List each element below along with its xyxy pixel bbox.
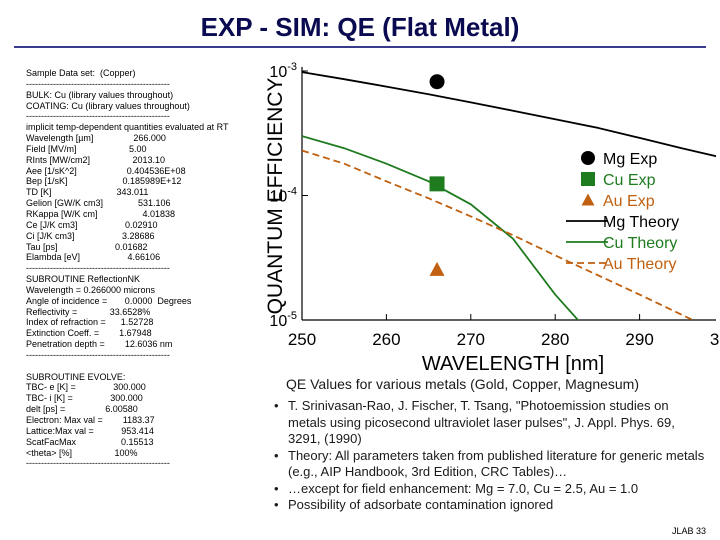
legend-label: Au Theory xyxy=(603,256,677,273)
legend-symbol-mg-exp xyxy=(581,151,595,165)
data-line: Lattice:Max val = 953.414 xyxy=(26,425,154,436)
data-line: delt [ps] = 6.00580 xyxy=(26,404,138,415)
data-line: Wavelength = 0.266000 microns xyxy=(26,284,155,295)
data-line: implicit temp-dependent quantities evalu… xyxy=(26,122,229,133)
data-line: Ci [J/K cm3] 3.28686 xyxy=(26,230,155,241)
data-line: SUBROUTINE EVOLVE: xyxy=(26,371,126,382)
data-line: SUBROUTINE ReflectionNK xyxy=(26,274,141,285)
data-line: RInts [MW/cm2] 2013.10 xyxy=(26,154,166,165)
slide-title: EXP - SIM: QE (Flat Metal) xyxy=(200,12,520,42)
legend-label: Mg Theory xyxy=(603,214,679,231)
data-line: Angle of incidence = 0.0000 Degrees xyxy=(26,295,192,306)
data-line: Elambda [eV] 4.66106 xyxy=(26,252,161,263)
legend-label: Au Exp xyxy=(603,193,655,210)
data-line: <theta> [%] 100% xyxy=(26,447,138,458)
legend-symbol-au-exp xyxy=(581,193,595,206)
data-line: ScatFacMax 0.15513 xyxy=(26,436,154,447)
data-line: Gelion [GW/K cm3] 531.106 xyxy=(26,198,171,209)
x-tick-label: 300 xyxy=(710,330,720,349)
data-line: TD [K] 343.011 xyxy=(26,187,149,198)
data-line: Ce [J/K cm3] 0.02910 xyxy=(26,219,158,230)
data-line: ----------------------------------------… xyxy=(26,458,170,469)
data-line: Reflectivity = 33.6528% xyxy=(26,306,151,317)
data-line: RKappa [W/K cm] 4.01838 xyxy=(26,208,176,219)
data-line: Sample Data set: (Copper) xyxy=(26,68,136,78)
figure-caption: QE Values for various metals (Gold, Copp… xyxy=(286,376,640,392)
data-line: ----------------------------------------… xyxy=(26,111,170,122)
data-line: Extinction Coeff. = 1.67948 xyxy=(26,328,152,339)
point-au-exp xyxy=(429,261,445,276)
data-line: BULK: Cu (library values throughout) xyxy=(26,89,174,100)
data-line: Wavelength [µm] 266.000 xyxy=(26,133,166,144)
x-tick-label: 290 xyxy=(625,330,653,349)
data-line: TBC- i [K] = 300.000 xyxy=(26,393,143,404)
y-axis-label: QUANTUM EFFICIENCY xyxy=(264,78,287,315)
x-tick-label: 270 xyxy=(457,330,485,349)
data-line: Electron: Max val = 1183.37 xyxy=(26,415,155,425)
legend-label: Mg Exp xyxy=(603,151,657,168)
data-line: COATING: Cu (library values throughout) xyxy=(26,100,190,111)
y-tick-label: 10-3 xyxy=(269,61,297,81)
data-line: Index of refraction = 1.52728 xyxy=(26,317,154,328)
data-line: TBC- e [K] = 300.000 xyxy=(26,382,146,393)
data-line: Bep [1/sK] 0.185989E+12 xyxy=(26,176,182,187)
slide-footer: JLAB 33 xyxy=(671,526,706,536)
series-cu-theory xyxy=(302,135,580,320)
point-mg-exp xyxy=(429,74,445,90)
x-axis-label: WAVELENGTH [nm] xyxy=(422,353,604,375)
note-item: Theory: All parameters taken from publis… xyxy=(270,448,710,481)
note-item: …except for field enhancement: Mg = 7.0,… xyxy=(270,481,710,498)
y-tick-label: 10-4 xyxy=(269,186,297,206)
x-tick-label: 280 xyxy=(541,330,569,349)
series-mg-theory xyxy=(302,71,716,158)
x-tick-label: 250 xyxy=(288,330,316,349)
title-divider xyxy=(14,46,706,48)
sample-data-listing: Sample Data set: (Copper) --------------… xyxy=(26,68,228,469)
notes-list: T. Srinivasan-Rao, J. Fischer, T. Tsang,… xyxy=(270,398,710,514)
legend-symbol-cu-exp xyxy=(581,172,595,186)
note-item: T. Srinivasan-Rao, J. Fischer, T. Tsang,… xyxy=(270,398,710,448)
plot-area xyxy=(302,71,716,320)
y-tick-label: 10-5 xyxy=(269,310,297,330)
data-line: ----------------------------------------… xyxy=(26,78,170,89)
data-line: Tau [ps] 0.01682 xyxy=(26,241,148,252)
data-line: ----------------------------------------… xyxy=(26,349,170,360)
legend-label: Cu Theory xyxy=(603,235,677,252)
legend-label: Cu Exp xyxy=(603,172,656,189)
data-line: Aee [1/sK^2] 0.404536E+08 xyxy=(26,165,186,176)
note-item: Possibility of adsorbate contamination i… xyxy=(270,497,710,514)
data-line: ----------------------------------------… xyxy=(26,263,170,274)
x-tick-label: 260 xyxy=(372,330,400,349)
data-line: Field [MV/m] 5.00 xyxy=(26,143,147,154)
data-line: Penetration depth = 12.6036 nm xyxy=(26,339,173,350)
